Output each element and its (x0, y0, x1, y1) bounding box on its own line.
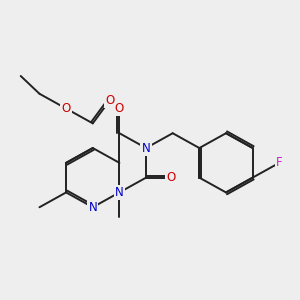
Text: O: O (166, 171, 175, 184)
Text: F: F (276, 156, 283, 169)
Text: N: N (115, 186, 124, 199)
Text: O: O (61, 102, 71, 115)
Text: O: O (115, 102, 124, 115)
Text: N: N (142, 142, 150, 154)
Text: N: N (88, 201, 97, 214)
Text: O: O (105, 94, 114, 107)
